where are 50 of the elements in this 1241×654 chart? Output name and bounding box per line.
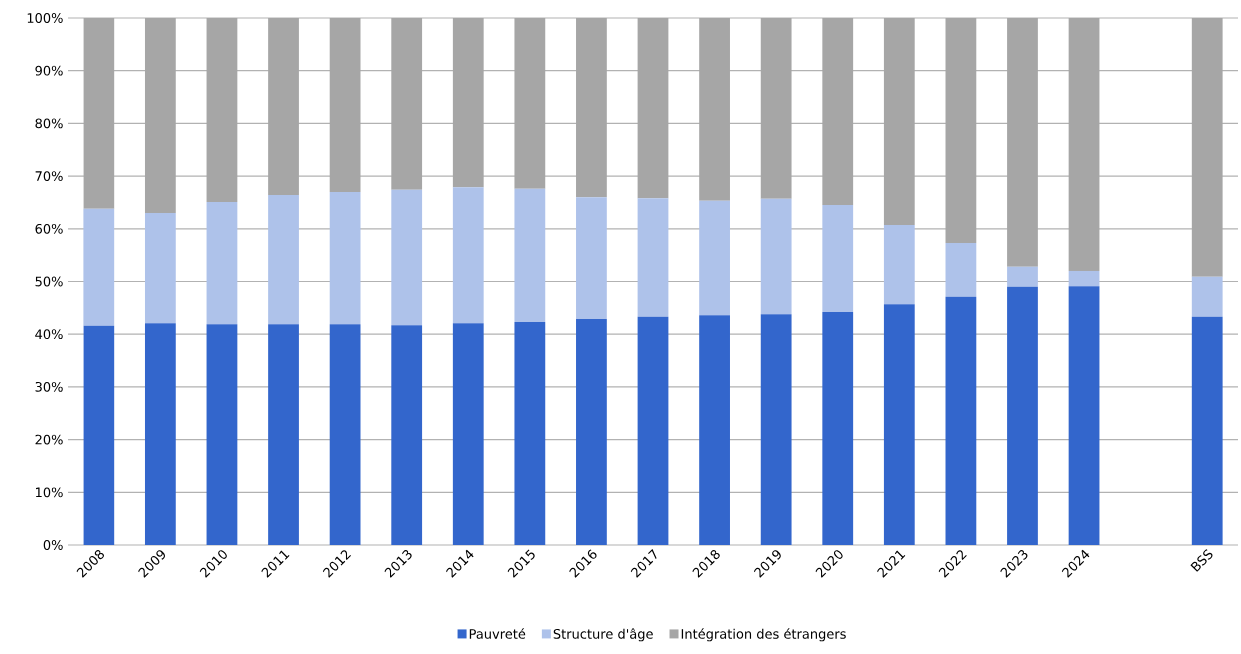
bar [945,296,977,545]
bar [760,198,792,315]
bar [391,325,423,545]
bar [822,312,854,545]
bar [1191,276,1223,317]
bar [699,200,730,316]
bar [144,212,176,324]
bar [206,324,238,545]
bar [945,243,977,297]
bar [452,323,484,545]
y-tick-label: 40% [35,329,63,340]
y-tick-label: 100% [27,13,63,23]
bar [329,191,361,325]
legend-label: Structure d'âge [553,628,653,642]
bar [637,316,669,545]
legend-label: Pauvreté [469,628,526,639]
bar [514,188,546,323]
bar [760,314,792,545]
y-tick-label: 20% [35,434,63,445]
bar [822,205,854,313]
y-tick-label: 60% [35,223,63,234]
y-tick-label: 30% [35,381,63,392]
bar [1007,286,1038,545]
bar [883,225,915,305]
bar [268,195,299,325]
bar [576,197,607,319]
y-tick-label: 80% [35,118,63,129]
bar [206,201,238,325]
bar [1191,316,1223,545]
bar [1068,270,1100,287]
bar [699,315,730,545]
bar [452,187,484,324]
bar [883,304,915,545]
bar [1007,266,1038,287]
bar [329,324,361,545]
legend-label: Intégration des étrangers [681,628,846,642]
bar [576,318,607,545]
y-tick-label: 10% [36,487,63,498]
bar [83,325,115,545]
bar [83,208,115,326]
y-tick-label: 0% [43,540,63,550]
bar [514,322,546,545]
bar [268,324,299,545]
bar [1068,286,1100,545]
y-tick-label: 70% [35,171,63,182]
y-tick-label: 50% [35,276,63,287]
y-tick-label: 90% [35,65,63,76]
bar [391,189,423,326]
bar [144,323,176,545]
bar [637,198,669,317]
